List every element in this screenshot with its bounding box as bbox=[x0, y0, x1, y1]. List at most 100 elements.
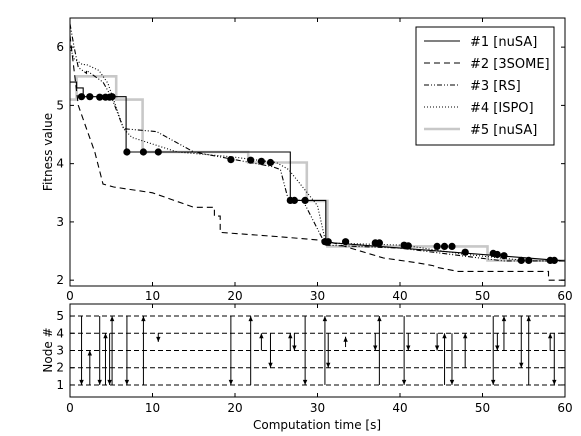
y-tick-label: 1 bbox=[56, 378, 64, 392]
x-tick-label: 50 bbox=[475, 401, 490, 415]
x-tick-label: 40 bbox=[392, 289, 407, 303]
migration-arrow bbox=[326, 333, 331, 368]
x-tick-label: 60 bbox=[557, 289, 572, 303]
event-marker bbox=[123, 148, 131, 156]
y-tick-label: 3 bbox=[56, 344, 64, 358]
x-tick-label: 30 bbox=[310, 289, 325, 303]
event-marker bbox=[461, 248, 469, 256]
y-tick-label: 2 bbox=[56, 273, 64, 287]
migration-arrow bbox=[526, 316, 531, 385]
event-marker bbox=[404, 242, 412, 250]
migration-arrow bbox=[449, 333, 455, 385]
y-tick-label: 4 bbox=[56, 326, 64, 340]
event-marker bbox=[247, 156, 255, 164]
y-tick-label: 2 bbox=[56, 361, 64, 375]
event-marker bbox=[77, 93, 86, 101]
event-marker bbox=[375, 239, 383, 247]
migration-arrow bbox=[302, 316, 308, 385]
x-tick-label: 20 bbox=[227, 289, 242, 303]
node-y-axis-label: Node # bbox=[41, 327, 55, 372]
x-axis-label: Computation time [s] bbox=[253, 418, 381, 432]
event-marker bbox=[440, 242, 449, 250]
y-tick-label: 4 bbox=[56, 157, 64, 171]
migration-arrow bbox=[463, 333, 468, 368]
event-marker bbox=[96, 93, 104, 101]
migration-arrow bbox=[548, 333, 553, 351]
series-line-4 bbox=[70, 46, 565, 262]
legend-label: #1 [nuSA] bbox=[470, 35, 537, 50]
event-marker bbox=[500, 252, 508, 260]
legend-label: #4 [ISPO] bbox=[470, 101, 534, 116]
legend-label: #2 [3SOME] bbox=[470, 57, 550, 72]
legend-label: #3 [RS] bbox=[470, 79, 521, 94]
migration-arrow bbox=[79, 316, 84, 385]
y-tick-label: 5 bbox=[56, 309, 64, 323]
x-tick-label: 10 bbox=[145, 401, 160, 415]
migration-arrow bbox=[552, 333, 557, 385]
migration-arrow bbox=[442, 333, 447, 385]
x-tick-label: 0 bbox=[66, 401, 74, 415]
legend-box bbox=[415, 26, 555, 146]
migration-arrow bbox=[109, 316, 115, 385]
migration-arrow bbox=[248, 316, 253, 385]
migration-arrow bbox=[141, 316, 146, 385]
migration-arrow bbox=[491, 316, 496, 385]
migration-arrow bbox=[322, 316, 328, 385]
x-tick-label: 10 bbox=[145, 289, 160, 303]
migration-arrow bbox=[259, 333, 264, 351]
migration-arrow bbox=[268, 333, 273, 368]
x-tick-label: 20 bbox=[227, 401, 242, 415]
fitness-y-axis-label: Fitness value bbox=[41, 113, 55, 191]
event-marker bbox=[342, 238, 350, 246]
migration-arrow bbox=[434, 333, 440, 351]
migration-arrow bbox=[501, 316, 507, 351]
event-marker bbox=[448, 242, 456, 250]
event-marker bbox=[139, 148, 147, 156]
migration-arrow bbox=[343, 336, 348, 348]
event-marker bbox=[266, 158, 275, 167]
event-marker bbox=[433, 242, 441, 250]
migration-arrow bbox=[401, 316, 407, 385]
migration-arrow bbox=[292, 333, 297, 351]
migration-arrow bbox=[107, 333, 112, 385]
migration-arrow bbox=[97, 316, 102, 385]
event-marker bbox=[301, 196, 309, 204]
migration-arrow bbox=[156, 333, 161, 342]
x-tick-label: 30 bbox=[310, 401, 325, 415]
series-line-2 bbox=[70, 35, 565, 281]
event-marker bbox=[227, 156, 235, 164]
y-tick-label: 6 bbox=[56, 40, 64, 54]
series-line-3 bbox=[70, 23, 565, 262]
event-marker bbox=[324, 238, 332, 246]
event-marker bbox=[290, 196, 298, 204]
migration-arrow bbox=[124, 316, 130, 385]
node-plot: 0 10 20 30 40 50 60 1 2 3 4 5 Node # Computation ti… bbox=[41, 303, 573, 432]
x-tick-label: 50 bbox=[475, 289, 490, 303]
legend: #1 [nuSA] #2 [3SOME] #3 [RS] #4 [ISPO] #5 [n… bbox=[415, 26, 555, 146]
event-marker bbox=[257, 157, 265, 165]
legend-label: #5 [nuSA] bbox=[470, 123, 537, 138]
event-marker bbox=[525, 256, 533, 264]
y-tick-label: 5 bbox=[56, 98, 64, 112]
migration-arrow bbox=[103, 333, 108, 385]
migration-arrow bbox=[495, 333, 500, 351]
event-marker bbox=[108, 93, 116, 101]
migration-arrow bbox=[406, 333, 411, 351]
migration-arrow bbox=[228, 316, 234, 385]
fitness-plot: 0 10 20 30 40 50 60 2 3 4 5 6 Fitness value #1 [nuS… bbox=[41, 17, 573, 303]
migration-arrow bbox=[373, 333, 378, 351]
migration-arrow bbox=[377, 316, 382, 385]
y-tick-label: 3 bbox=[56, 215, 64, 229]
migration-arrow bbox=[288, 333, 293, 351]
event-marker bbox=[517, 256, 525, 264]
event-marker bbox=[550, 256, 558, 264]
x-tick-label: 0 bbox=[66, 289, 74, 303]
event-marker bbox=[493, 250, 501, 259]
x-tick-label: 40 bbox=[392, 401, 407, 415]
migration-arrow bbox=[87, 350, 92, 385]
x-tick-label: 60 bbox=[557, 401, 572, 415]
event-marker bbox=[86, 93, 94, 101]
event-marker bbox=[154, 148, 162, 156]
migration-arrow bbox=[519, 316, 524, 368]
